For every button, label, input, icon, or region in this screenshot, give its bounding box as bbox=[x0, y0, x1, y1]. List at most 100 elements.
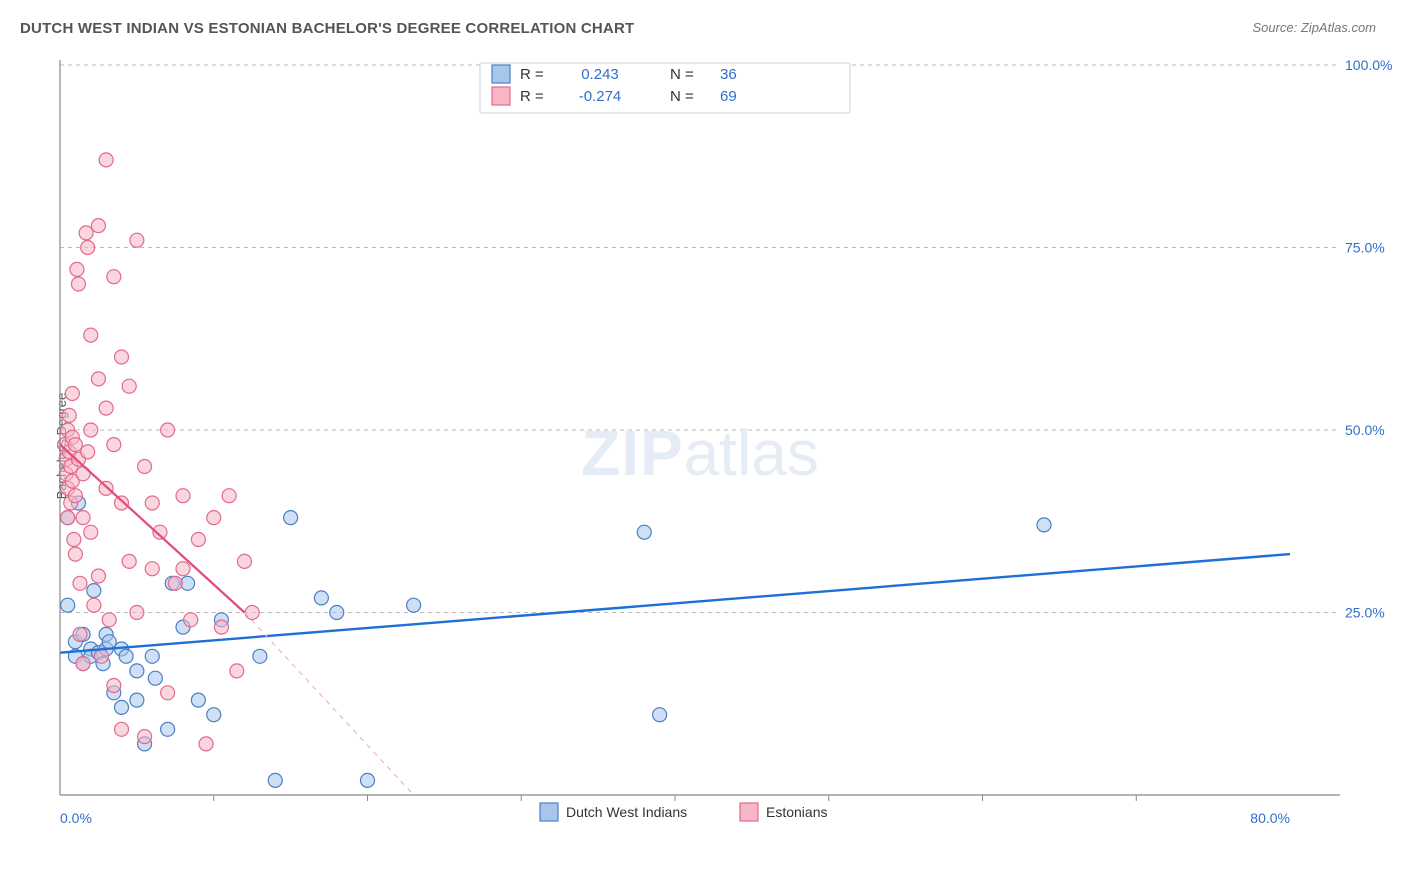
data-point bbox=[102, 635, 116, 649]
data-point bbox=[81, 241, 95, 255]
data-point bbox=[361, 773, 375, 787]
data-point bbox=[145, 649, 159, 663]
data-point bbox=[245, 606, 259, 620]
data-point bbox=[99, 153, 113, 167]
legend-bottom-label: Dutch West Indians bbox=[566, 804, 687, 820]
trend-lines bbox=[60, 445, 1290, 795]
data-point bbox=[67, 533, 81, 547]
y-tick-label: 25.0% bbox=[1345, 605, 1385, 621]
data-point bbox=[1037, 518, 1051, 532]
data-point bbox=[70, 262, 84, 276]
data-point bbox=[61, 511, 75, 525]
scatter-points bbox=[58, 153, 1051, 788]
data-point bbox=[191, 693, 205, 707]
data-point bbox=[191, 533, 205, 547]
y-tick-label: 50.0% bbox=[1345, 422, 1385, 438]
legend-n-label: N = bbox=[670, 66, 694, 83]
data-point bbox=[161, 423, 175, 437]
data-point bbox=[230, 664, 244, 678]
data-point bbox=[119, 649, 133, 663]
svg-text:ZIPatlas: ZIPatlas bbox=[581, 417, 819, 489]
legend-r-value: -0.274 bbox=[579, 88, 622, 105]
legend-bottom-swatch bbox=[740, 803, 758, 821]
chart-title: DUTCH WEST INDIAN VS ESTONIAN BACHELOR'S… bbox=[20, 20, 634, 37]
data-point bbox=[115, 700, 129, 714]
watermark: ZIPatlas bbox=[581, 417, 819, 489]
data-point bbox=[207, 708, 221, 722]
chart-container: DUTCH WEST INDIAN VS ESTONIAN BACHELOR'S… bbox=[0, 0, 1406, 892]
plot-svg: ZIPatlas 25.0%50.0%75.0%100.0%0.0%80.0% … bbox=[50, 55, 1350, 835]
data-point bbox=[637, 525, 651, 539]
legend-top: R =0.243N =36R =-0.274N =69 bbox=[480, 63, 850, 113]
data-point bbox=[168, 576, 182, 590]
data-point bbox=[62, 408, 76, 422]
data-point bbox=[115, 496, 129, 510]
trend-line-estonian-extrapolated bbox=[245, 613, 414, 796]
legend-swatch bbox=[492, 87, 510, 105]
data-point bbox=[184, 613, 198, 627]
data-point bbox=[71, 277, 85, 291]
legend-n-value: 36 bbox=[720, 66, 737, 83]
source-attribution: Source: ZipAtlas.com bbox=[1252, 20, 1376, 35]
watermark-bold: ZIP bbox=[581, 417, 684, 489]
data-point bbox=[91, 372, 105, 386]
data-point bbox=[91, 569, 105, 583]
data-point bbox=[176, 562, 190, 576]
data-point bbox=[122, 554, 136, 568]
data-point bbox=[107, 438, 121, 452]
data-point bbox=[130, 693, 144, 707]
data-point bbox=[87, 584, 101, 598]
data-point bbox=[161, 722, 175, 736]
data-point bbox=[79, 226, 93, 240]
data-point bbox=[107, 679, 121, 693]
data-point bbox=[107, 270, 121, 284]
legend-swatch bbox=[492, 65, 510, 83]
data-point bbox=[115, 350, 129, 364]
legend-bottom-label: Estonians bbox=[766, 804, 827, 820]
data-point bbox=[87, 598, 101, 612]
data-point bbox=[138, 730, 152, 744]
data-point bbox=[199, 737, 213, 751]
y-tick-label: 100.0% bbox=[1345, 57, 1392, 73]
plot-area: ZIPatlas 25.0%50.0%75.0%100.0%0.0%80.0% … bbox=[50, 55, 1350, 835]
data-point bbox=[73, 627, 87, 641]
data-point bbox=[73, 576, 87, 590]
data-point bbox=[138, 460, 152, 474]
data-point bbox=[130, 664, 144, 678]
data-point bbox=[61, 598, 75, 612]
data-point bbox=[68, 489, 82, 503]
data-point bbox=[653, 708, 667, 722]
data-point bbox=[84, 423, 98, 437]
legend-n-label: N = bbox=[670, 88, 694, 105]
data-point bbox=[268, 773, 282, 787]
legend-r-value: 0.243 bbox=[581, 66, 619, 83]
x-tick-label: 0.0% bbox=[60, 810, 92, 826]
data-point bbox=[115, 722, 129, 736]
y-tick-label: 75.0% bbox=[1345, 240, 1385, 256]
data-point bbox=[91, 219, 105, 233]
data-point bbox=[161, 686, 175, 700]
legend-bottom-swatch bbox=[540, 803, 558, 821]
data-point bbox=[330, 606, 344, 620]
data-point bbox=[253, 649, 267, 663]
data-point bbox=[76, 657, 90, 671]
data-point bbox=[102, 613, 116, 627]
data-point bbox=[407, 598, 421, 612]
data-point bbox=[84, 328, 98, 342]
data-point bbox=[176, 489, 190, 503]
data-point bbox=[145, 562, 159, 576]
data-point bbox=[214, 620, 228, 634]
legend-r-label: R = bbox=[520, 66, 544, 83]
legend-bottom: Dutch West Indians Estonians bbox=[540, 803, 827, 821]
data-point bbox=[84, 525, 98, 539]
data-point bbox=[130, 606, 144, 620]
data-point bbox=[95, 649, 109, 663]
watermark-light: atlas bbox=[684, 417, 819, 489]
data-point bbox=[68, 438, 82, 452]
data-point bbox=[207, 511, 221, 525]
data-point bbox=[238, 554, 252, 568]
data-point bbox=[122, 379, 136, 393]
data-point bbox=[284, 511, 298, 525]
data-point bbox=[145, 496, 159, 510]
data-point bbox=[68, 547, 82, 561]
